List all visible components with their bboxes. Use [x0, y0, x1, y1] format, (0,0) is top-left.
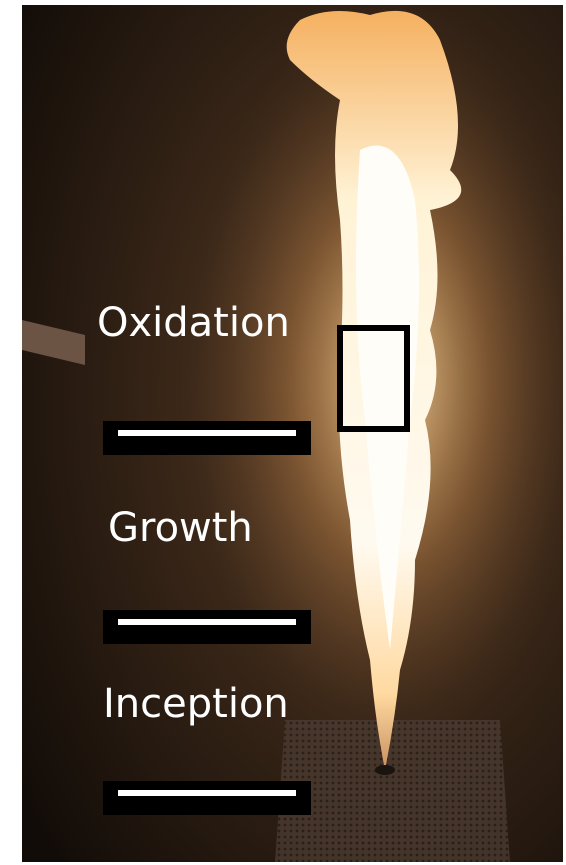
- scale-bars: [103, 421, 311, 815]
- label: Oxidation: [97, 300, 290, 346]
- photo: [22, 0, 566, 862]
- label: Inception: [103, 681, 289, 727]
- region-box: [337, 325, 410, 432]
- label: Growth: [108, 505, 253, 551]
